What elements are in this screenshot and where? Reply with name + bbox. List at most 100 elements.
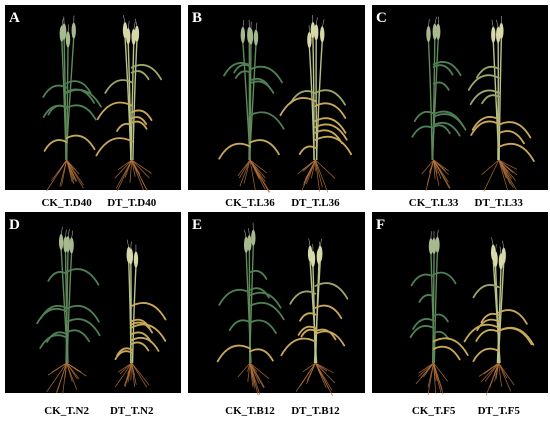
root: [129, 159, 133, 183]
root: [498, 159, 517, 190]
awn: [242, 19, 245, 29]
leaf: [475, 329, 500, 342]
leaf: [130, 70, 150, 81]
root: [305, 159, 316, 185]
leaf: [409, 325, 435, 339]
root: [131, 159, 148, 191]
leaf: [418, 294, 435, 303]
spike: [501, 247, 506, 264]
root: [51, 159, 67, 182]
stem: [430, 253, 435, 364]
leaf: [130, 323, 167, 342]
leaf: [432, 337, 469, 357]
root: [306, 362, 316, 382]
awn: [499, 246, 502, 255]
spike: [243, 236, 249, 253]
leaf: [432, 271, 457, 285]
spike: [69, 237, 74, 254]
spike: [432, 23, 437, 40]
leaf: [472, 347, 500, 363]
panel: C: [372, 5, 548, 192]
leaf: [471, 116, 500, 131]
leaf: [314, 102, 347, 119]
leaf: [472, 284, 500, 299]
leaf: [43, 139, 68, 152]
leaf: [481, 94, 500, 105]
spike: [65, 31, 71, 48]
spike: [435, 236, 440, 253]
root: [249, 159, 256, 190]
leaf: [314, 117, 347, 134]
leaf: [249, 301, 285, 321]
root: [433, 362, 444, 395]
awn: [428, 18, 430, 27]
leaf: [300, 328, 317, 338]
spike: [493, 251, 498, 268]
stem: [65, 37, 75, 161]
leaf: [497, 121, 532, 139]
awn: [123, 15, 126, 24]
leaf: [298, 145, 317, 156]
root: [115, 362, 133, 388]
awn: [315, 17, 318, 26]
leaf: [104, 79, 133, 94]
leaf: [412, 318, 435, 330]
root: [478, 362, 499, 377]
leaf: [413, 111, 435, 123]
root: [420, 362, 434, 379]
root: [66, 159, 84, 186]
spike: [491, 26, 496, 43]
leaf: [249, 111, 285, 130]
leaf: [249, 80, 275, 94]
awn: [60, 226, 63, 236]
awn: [437, 229, 439, 238]
leaf: [432, 113, 467, 131]
leaf: [65, 305, 100, 323]
awn: [434, 16, 437, 25]
spike: [431, 237, 437, 254]
leaf: [218, 142, 251, 160]
leaf: [476, 65, 500, 79]
leaf: [130, 116, 148, 126]
panel-background: [5, 5, 181, 190]
leaf: [249, 319, 277, 334]
plant-caption: DT_T.F5: [478, 405, 521, 417]
root: [114, 159, 133, 179]
leaf: [432, 330, 450, 340]
root: [315, 362, 334, 397]
leaf: [65, 89, 102, 108]
awn: [126, 239, 129, 248]
leaf: [314, 135, 353, 156]
leaf: [216, 344, 251, 363]
leaf: [249, 65, 283, 84]
root: [249, 362, 261, 395]
leaf: [116, 122, 133, 132]
plant-caption: CK_T.L36: [225, 197, 275, 209]
awn: [61, 18, 64, 27]
spike: [320, 26, 325, 43]
leaf: [497, 327, 533, 346]
stem: [315, 41, 323, 161]
root: [483, 159, 500, 192]
root: [425, 159, 434, 192]
leaf: [65, 88, 96, 104]
stem: [498, 37, 503, 161]
stem: [132, 40, 138, 161]
leaf: [65, 268, 100, 286]
root: [237, 159, 251, 177]
plant-caption: CK_T.F5: [412, 405, 456, 417]
stem: [130, 43, 135, 161]
spike: [240, 26, 246, 43]
root: [47, 362, 67, 376]
root: [116, 159, 133, 192]
stem: [433, 251, 439, 364]
plant-caption: DT_T.B12: [291, 405, 340, 417]
plant-caption: DT_T.N2: [110, 405, 154, 417]
stem: [431, 38, 439, 161]
root: [249, 362, 270, 380]
spike: [314, 24, 319, 41]
root: [66, 362, 78, 390]
leaf: [314, 282, 349, 300]
spike: [435, 23, 441, 40]
awn: [319, 238, 322, 247]
